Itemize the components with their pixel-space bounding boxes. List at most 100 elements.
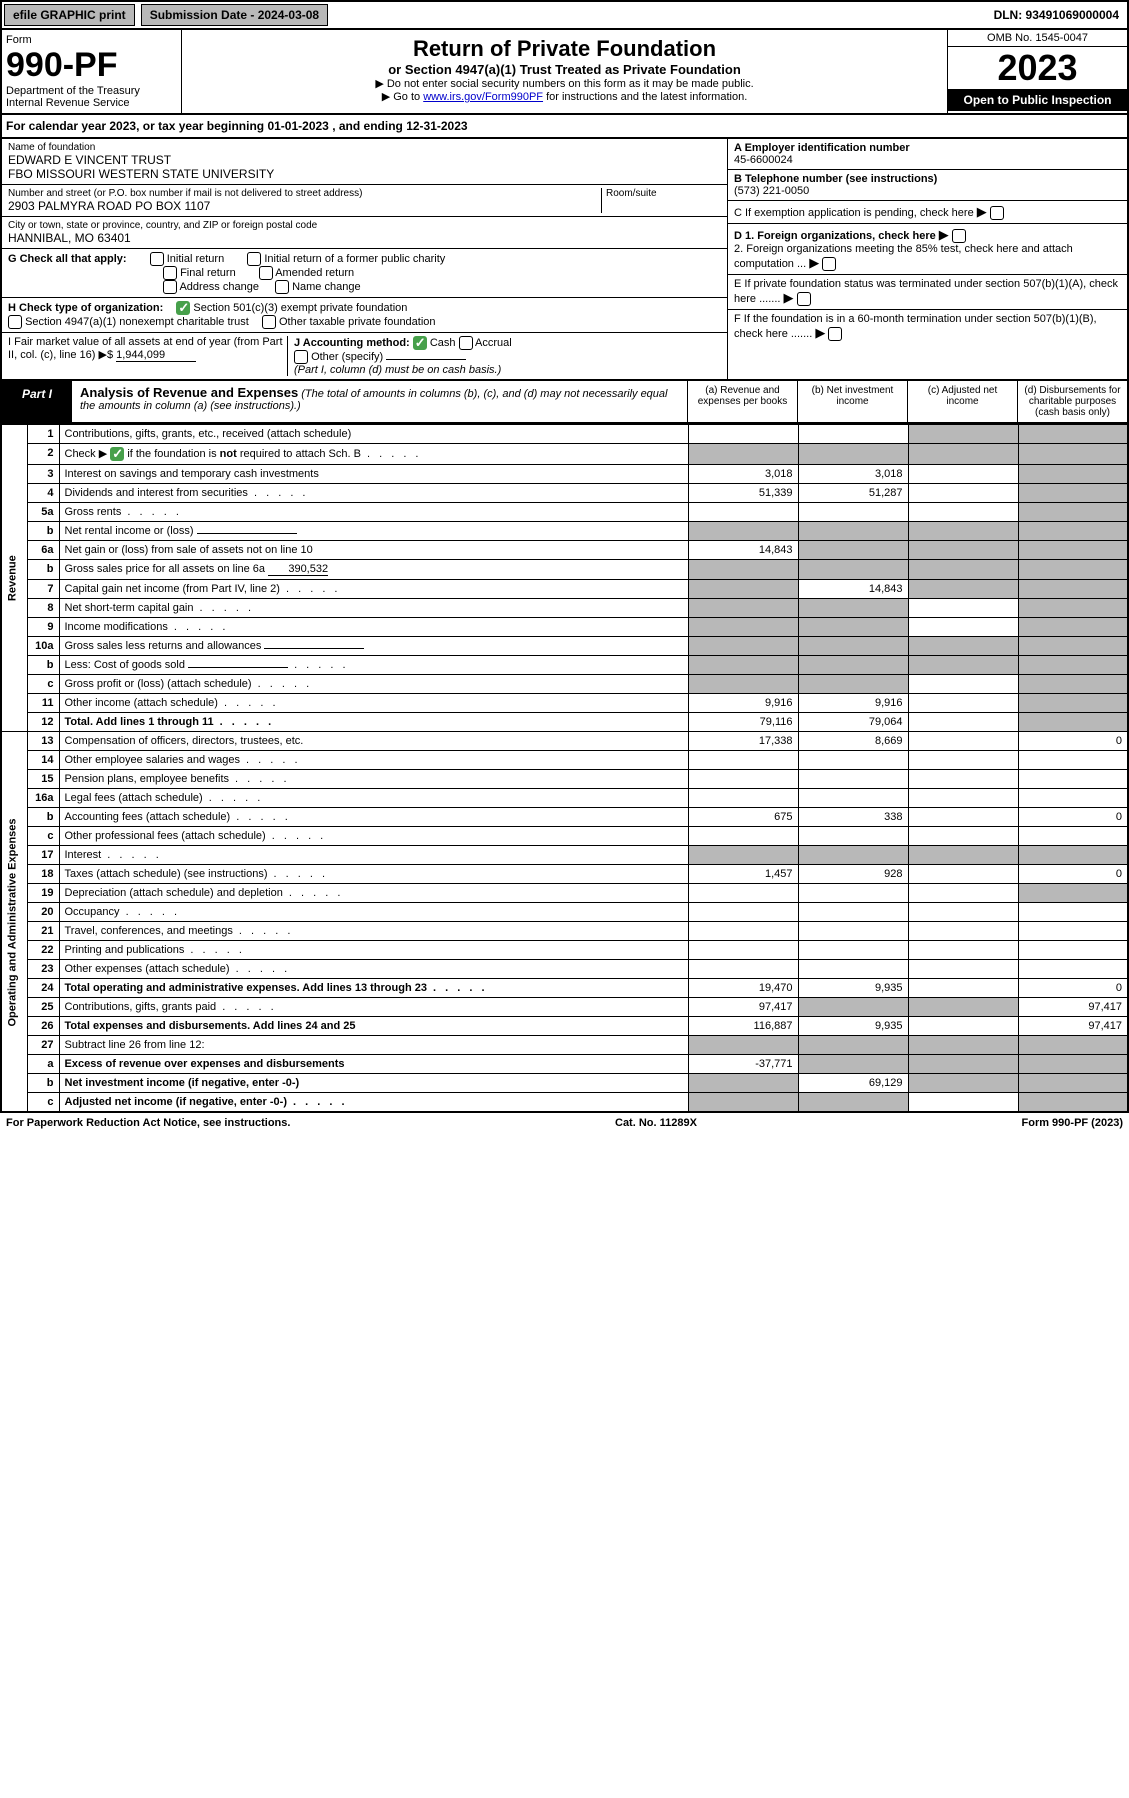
amount-cell: 9,935 bbox=[798, 1017, 908, 1036]
chk-f[interactable] bbox=[828, 327, 842, 341]
revenue-side-label: Revenue bbox=[1, 425, 27, 732]
amount-cell bbox=[908, 941, 1018, 960]
chk-name-change[interactable] bbox=[275, 280, 289, 294]
amount-cell bbox=[1018, 903, 1128, 922]
table-row: 22Printing and publications . . . . . bbox=[1, 941, 1128, 960]
chk-d1[interactable] bbox=[952, 229, 966, 243]
chk-amended[interactable] bbox=[259, 266, 273, 280]
amount-cell: 0 bbox=[1018, 979, 1128, 998]
caly-pre: For calendar year 2023, or tax year begi… bbox=[6, 119, 267, 133]
chk-accrual[interactable] bbox=[459, 336, 473, 350]
b-cell: B Telephone number (see instructions) (5… bbox=[728, 170, 1127, 201]
table-row: 15Pension plans, employee benefits . . .… bbox=[1, 770, 1128, 789]
amount-cell: 79,064 bbox=[798, 713, 908, 732]
form-subtitle: or Section 4947(a)(1) Trust Treated as P… bbox=[188, 62, 941, 77]
open-public-badge: Open to Public Inspection bbox=[948, 89, 1127, 111]
header-left: Form 990-PF Department of the Treasury I… bbox=[2, 30, 182, 113]
col-a-hdr: (a) Revenue and expenses per books bbox=[687, 381, 797, 422]
d2-label: 2. Foreign organizations meeting the 85%… bbox=[734, 243, 1073, 270]
amount-cell: 0 bbox=[1018, 865, 1128, 884]
amount-cell bbox=[908, 1074, 1018, 1093]
chk-initial[interactable] bbox=[150, 252, 164, 266]
note2-post: for instructions and the latest informat… bbox=[546, 91, 747, 103]
chk-d2[interactable] bbox=[822, 257, 836, 271]
irs-link[interactable]: www.irs.gov/Form990PF bbox=[423, 91, 543, 103]
chk-other-tax[interactable] bbox=[262, 315, 276, 329]
amount-cell bbox=[908, 618, 1018, 637]
amount-cell bbox=[1018, 675, 1128, 694]
row-number: 24 bbox=[27, 979, 59, 998]
dept-1: Department of the Treasury bbox=[6, 85, 177, 97]
amount-cell: 97,417 bbox=[1018, 1017, 1128, 1036]
row-number: b bbox=[27, 656, 59, 675]
amount-cell bbox=[798, 770, 908, 789]
table-row: 12Total. Add lines 1 through 11 . . . . … bbox=[1, 713, 1128, 732]
amount-cell bbox=[1018, 1074, 1128, 1093]
chk-initial-former[interactable] bbox=[247, 252, 261, 266]
amount-cell bbox=[908, 599, 1018, 618]
amount-cell bbox=[1018, 637, 1128, 656]
amount-cell bbox=[908, 503, 1018, 522]
row-desc: Net gain or (loss) from sale of assets n… bbox=[59, 541, 688, 560]
amount-cell bbox=[688, 618, 798, 637]
row-desc: Accounting fees (attach schedule) . . . … bbox=[59, 808, 688, 827]
row-desc: Occupancy . . . . . bbox=[59, 903, 688, 922]
amount-cell bbox=[1018, 444, 1128, 465]
table-row: bLess: Cost of goods sold . . . . . bbox=[1, 656, 1128, 675]
amount-cell bbox=[798, 827, 908, 846]
chk-c[interactable] bbox=[990, 206, 1004, 220]
chk-4947[interactable] bbox=[8, 315, 22, 329]
table-row: 11Other income (attach schedule) . . . .… bbox=[1, 694, 1128, 713]
amount-cell: 97,417 bbox=[1018, 998, 1128, 1017]
omb-number: OMB No. 1545-0047 bbox=[948, 30, 1127, 47]
amount-cell: 0 bbox=[1018, 808, 1128, 827]
row-number: 3 bbox=[27, 465, 59, 484]
amount-cell bbox=[688, 903, 798, 922]
row-number: 27 bbox=[27, 1036, 59, 1055]
amount-cell bbox=[1018, 1093, 1128, 1113]
amount-cell bbox=[908, 884, 1018, 903]
amount-cell: 338 bbox=[798, 808, 908, 827]
row-desc: Travel, conferences, and meetings . . . … bbox=[59, 922, 688, 941]
amount-cell bbox=[688, 637, 798, 656]
table-row: 5aGross rents . . . . . bbox=[1, 503, 1128, 522]
chk-cash[interactable] bbox=[413, 336, 427, 350]
amount-cell bbox=[1018, 884, 1128, 903]
amount-cell bbox=[908, 465, 1018, 484]
footer-left: For Paperwork Reduction Act Notice, see … bbox=[6, 1117, 290, 1129]
tax-year: 2023 bbox=[948, 47, 1127, 89]
amount-cell bbox=[688, 656, 798, 675]
amount-cell bbox=[688, 789, 798, 808]
name-label: Name of foundation bbox=[8, 142, 721, 153]
row-number: 21 bbox=[27, 922, 59, 941]
table-row: cOther professional fees (attach schedul… bbox=[1, 827, 1128, 846]
name-cell: Name of foundation EDWARD E VINCENT TRUS… bbox=[2, 139, 727, 185]
amount-cell: 116,887 bbox=[688, 1017, 798, 1036]
row-number: 14 bbox=[27, 751, 59, 770]
g-opt-4: Address change bbox=[179, 281, 259, 293]
d1-label: D 1. Foreign organizations, check here bbox=[734, 230, 936, 242]
row-desc: Interest . . . . . bbox=[59, 846, 688, 865]
row-number: b bbox=[27, 1074, 59, 1093]
chk-addr-change[interactable] bbox=[163, 280, 177, 294]
row-desc: Interest on savings and temporary cash i… bbox=[59, 465, 688, 484]
table-row: 10aGross sales less returns and allowanc… bbox=[1, 637, 1128, 656]
page-footer: For Paperwork Reduction Act Notice, see … bbox=[0, 1113, 1129, 1133]
row-number: 4 bbox=[27, 484, 59, 503]
chk-e[interactable] bbox=[797, 292, 811, 306]
info-grid: Name of foundation EDWARD E VINCENT TRUS… bbox=[0, 139, 1129, 381]
amount-cell bbox=[908, 484, 1018, 503]
row-number: c bbox=[27, 675, 59, 694]
row-number: 22 bbox=[27, 941, 59, 960]
chk-final[interactable] bbox=[163, 266, 177, 280]
chk-other-method[interactable] bbox=[294, 350, 308, 364]
h-opt-2: Section 4947(a)(1) nonexempt charitable … bbox=[25, 316, 249, 328]
amount-cell bbox=[798, 1093, 908, 1113]
amount-cell bbox=[798, 637, 908, 656]
efile-button[interactable]: efile GRAPHIC print bbox=[4, 4, 135, 26]
row-desc: Income modifications . . . . . bbox=[59, 618, 688, 637]
amount-cell bbox=[1018, 656, 1128, 675]
footer-right: Form 990-PF (2023) bbox=[1022, 1117, 1123, 1129]
row-number: 25 bbox=[27, 998, 59, 1017]
chk-501c3[interactable] bbox=[176, 301, 190, 315]
